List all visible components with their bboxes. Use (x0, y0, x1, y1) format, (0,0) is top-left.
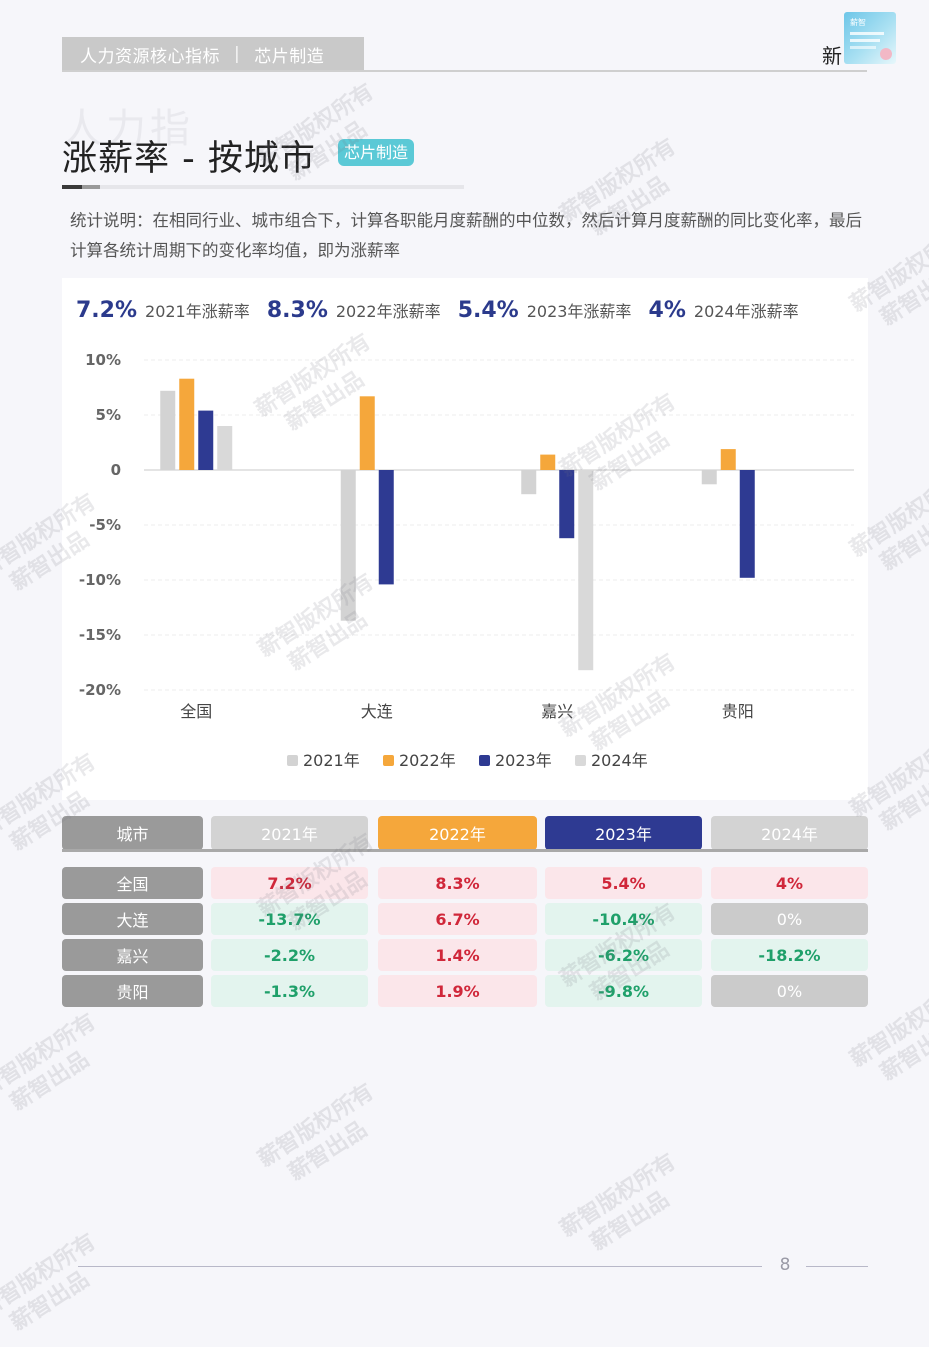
table-header-cell: 2023年 (545, 816, 702, 850)
report-cover-logo: 薪智 (844, 12, 896, 64)
x-tick-label: 全国 (180, 702, 212, 721)
table-header-cell: 2021年 (211, 816, 368, 850)
summary-item-2021: 7.2% 2021年涨薪率 (76, 302, 250, 321)
y-tick-label: -20% (79, 681, 121, 699)
bar-2022-3 (721, 449, 736, 470)
y-tick-label: -10% (79, 571, 121, 589)
table-value-cell: -10.4% (545, 903, 702, 935)
bar-2021-0 (160, 391, 175, 470)
footer-line-right (806, 1266, 868, 1267)
table-city-cell: 全国 (62, 867, 203, 899)
table-city-cell: 贵阳 (62, 975, 203, 1007)
bar-2024-0 (217, 426, 232, 470)
bar-2022-1 (360, 396, 375, 470)
table-value-cell: 4% (711, 867, 868, 899)
table-value-cell: -1.3% (211, 975, 368, 1007)
stat-description: 统计说明：在相同行业、城市组合下，计算各职能月度薪酬的中位数，然后计算月度薪酬的… (70, 206, 870, 266)
table-value-cell: 0% (711, 975, 868, 1007)
header-tab: 人力资源核心指标 | 芯片制造 (62, 37, 364, 71)
header-brand: 新 (822, 40, 842, 69)
table-value-cell: -9.8% (545, 975, 702, 1007)
bar-2021-1 (341, 470, 356, 621)
table-value-cell: 8.3% (378, 867, 537, 899)
table-value-cell: 5.4% (545, 867, 702, 899)
summary-label: 2024年涨薪率 (694, 302, 799, 321)
y-tick-label: 5% (96, 406, 121, 424)
summary-label: 2022年涨薪率 (336, 302, 441, 321)
header-separator: | (234, 44, 240, 64)
bar-2021-2 (521, 470, 536, 494)
industry-badge: 芯片制造 (338, 139, 414, 166)
bar-2021-3 (702, 470, 717, 484)
bar-2022-2 (540, 455, 555, 470)
table-header-cell: 2024年 (711, 816, 868, 850)
summary-value: 4% (649, 298, 686, 323)
table-city-cell: 大连 (62, 903, 203, 935)
summary-item-2023: 5.4% 2023年涨薪率 (458, 302, 632, 321)
watermark: 薪智版权所有薪智出品 (253, 1079, 394, 1198)
bar-chart: 10% 5% 0 -5% -10% -15% -20% 全国 大连 嘉兴 贵阳 2021年 2022年 2… (62, 340, 868, 800)
page-number: 8 (770, 1255, 800, 1275)
table-value-cell: 1.4% (378, 939, 537, 971)
footer-line-left (78, 1266, 762, 1267)
watermark: 薪智版权所有薪智出品 (555, 1149, 696, 1268)
bar-2023-0 (198, 411, 213, 470)
table-header-cell: 城市 (62, 816, 203, 850)
header-divider (62, 70, 867, 72)
legend-label: 2022年 (399, 751, 456, 770)
summary-label: 2021年涨薪率 (145, 302, 250, 321)
bar-2023-3 (740, 470, 755, 578)
header-industry: 芯片制造 (254, 42, 324, 67)
summary-row: 7.2% 2021年涨薪率 8.3% 2022年涨薪率 5.4% 2023年涨薪率 4… (76, 298, 811, 323)
legend-swatch (287, 755, 298, 766)
y-tick-label: -5% (89, 516, 121, 534)
legend-swatch (479, 755, 490, 766)
y-tick-label: 0 (111, 461, 121, 479)
bar-2023-2 (559, 470, 574, 538)
x-tick-label: 嘉兴 (541, 702, 573, 721)
x-tick-label: 贵阳 (722, 702, 754, 721)
table-header-divider (62, 849, 868, 852)
bar-2023-1 (379, 470, 394, 584)
table-value-cell: 0% (711, 903, 868, 935)
table-value-cell: -2.2% (211, 939, 368, 971)
bar-2024-2 (578, 470, 593, 670)
summary-value: 7.2% (76, 298, 137, 323)
page-title: 涨薪率 - 按城市 (62, 130, 316, 181)
table-value-cell: -6.2% (545, 939, 702, 971)
y-tick-label: 10% (85, 351, 121, 369)
y-tick-label: -15% (79, 626, 121, 644)
bar-2022-0 (179, 379, 194, 470)
header-section: 人力资源核心指标 (80, 42, 220, 67)
summary-item-2024: 4% 2024年涨薪率 (649, 302, 799, 321)
table-value-cell: 6.7% (378, 903, 537, 935)
title-underline (62, 185, 464, 189)
legend-label: 2021年 (303, 751, 360, 770)
legend-label: 2024年 (591, 751, 648, 770)
summary-value: 5.4% (458, 298, 519, 323)
legend-label: 2023年 (495, 751, 552, 770)
watermark: 薪智版权所有薪智出品 (0, 1009, 117, 1128)
legend-swatch (383, 755, 394, 766)
table-city-cell: 嘉兴 (62, 939, 203, 971)
legend-swatch (575, 755, 586, 766)
summary-value: 8.3% (267, 298, 328, 323)
summary-label: 2023年涨薪率 (527, 302, 632, 321)
table-value-cell: -18.2% (711, 939, 868, 971)
table-value-cell: 7.2% (211, 867, 368, 899)
table-value-cell: 1.9% (378, 975, 537, 1007)
x-tick-label: 大连 (361, 702, 393, 721)
summary-item-2022: 8.3% 2022年涨薪率 (267, 302, 441, 321)
table-header-cell: 2022年 (378, 816, 537, 850)
watermark: 薪智版权所有薪智出品 (0, 1229, 117, 1347)
table-value-cell: -13.7% (211, 903, 368, 935)
